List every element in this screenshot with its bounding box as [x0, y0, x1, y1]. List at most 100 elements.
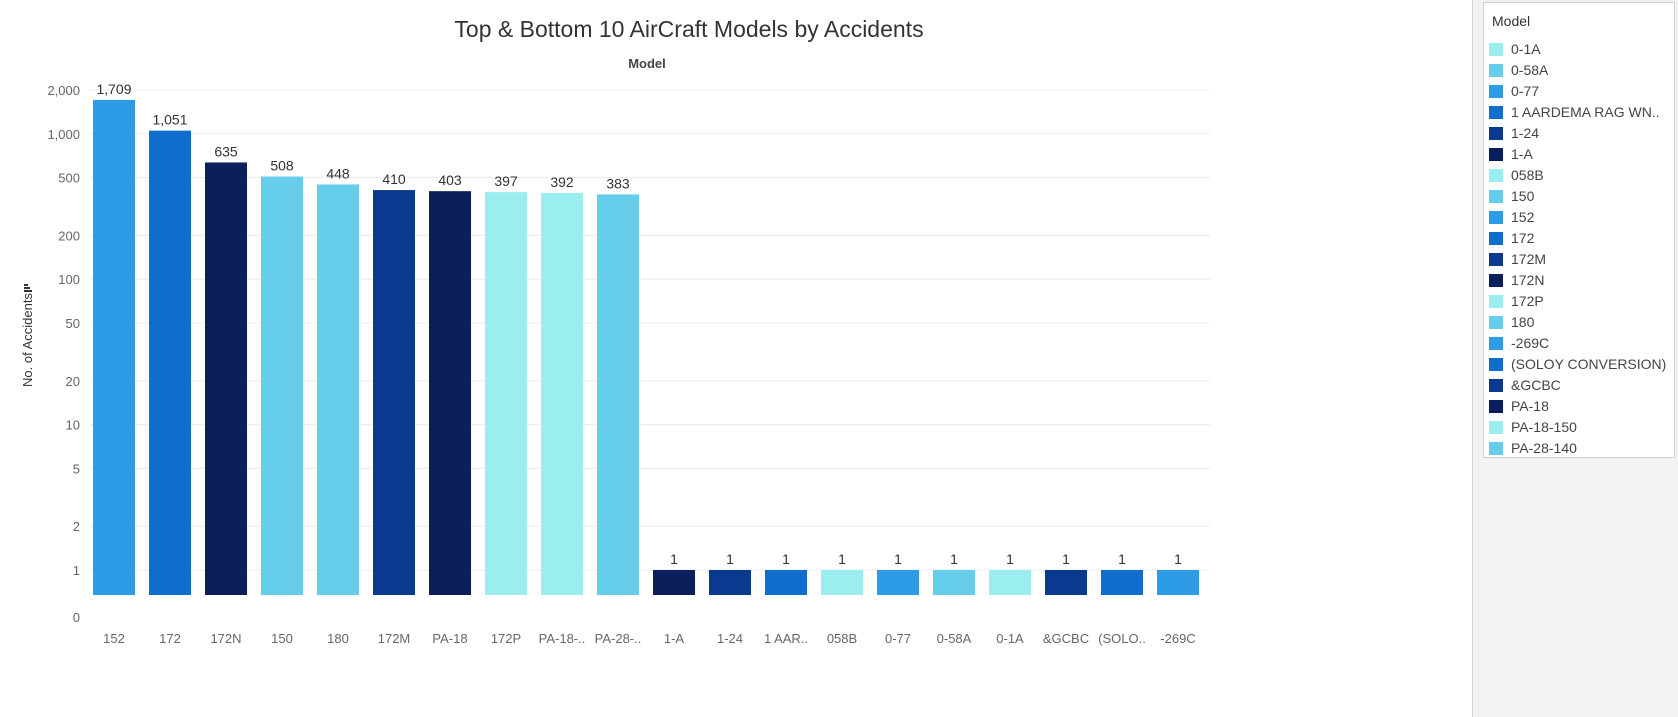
legend-item[interactable]: 152 — [1488, 208, 1672, 229]
x-tick-label: 172 — [159, 631, 181, 646]
legend-label: 0-58A — [1511, 62, 1549, 78]
y-tick-label: 1 — [73, 563, 80, 578]
legend-item[interactable]: 172M — [1488, 250, 1672, 271]
bar — [93, 99, 135, 595]
legend-item[interactable]: 172 — [1488, 229, 1672, 250]
x-tick-label: &GCBC — [1043, 631, 1089, 646]
x-tick-label: 1-24 — [717, 631, 743, 646]
legend-item[interactable]: 0-77 — [1488, 82, 1672, 103]
legend-label: 058B — [1511, 167, 1544, 183]
bar — [1045, 570, 1087, 595]
bar — [485, 192, 527, 595]
x-tick-label: 180 — [327, 631, 349, 646]
sort-icon[interactable] — [24, 284, 32, 292]
legend-items: 0-1A 0-58A 0-77 1 AARDEMA RAG WN.. 1-24 1-A 05… — [1488, 40, 1672, 460]
legend-item[interactable]: 1-24 — [1488, 124, 1672, 145]
bar — [373, 190, 415, 596]
legend-swatch — [1489, 421, 1503, 434]
legend-label: 180 — [1511, 314, 1535, 330]
legend-swatch — [1489, 442, 1503, 455]
x-tick-label: 0-1A — [996, 631, 1024, 646]
legend-item[interactable]: 0-58A — [1488, 61, 1672, 82]
bar — [597, 194, 639, 595]
y-tick-label: 10 — [66, 418, 80, 433]
y-tick-label: 5 — [73, 461, 80, 476]
legend-item[interactable]: 1 AARDEMA RAG WN.. — [1488, 103, 1672, 124]
x-tick-label: 1-A — [664, 631, 685, 646]
y-tick-label: 100 — [58, 272, 80, 287]
legend-item[interactable]: 058B — [1488, 166, 1672, 187]
x-tick-label: 150 — [271, 631, 293, 646]
y-tick-label: 200 — [58, 228, 80, 243]
legend-item[interactable]: PA-18 — [1488, 397, 1672, 418]
data-label: 1 — [1174, 551, 1182, 567]
bar — [653, 570, 695, 595]
data-label: 1 — [1118, 551, 1126, 567]
x-tick-label: 172N — [210, 631, 241, 646]
legend-swatch — [1489, 295, 1503, 308]
legend-item[interactable]: -269C — [1488, 334, 1672, 355]
legend-label: (SOLOY CONVERSION) — [1511, 356, 1667, 372]
x-tick-label: 058B — [827, 631, 857, 646]
legend-label: -269C — [1511, 335, 1550, 351]
legend-item[interactable]: 172N — [1488, 271, 1672, 292]
x-tick-label: -269C — [1160, 631, 1195, 646]
x-tick-label: 172M — [378, 631, 411, 646]
legend-item[interactable]: 180 — [1488, 313, 1672, 334]
x-tick-label: 0-58A — [937, 631, 972, 646]
x-tick-label: 152 — [103, 631, 125, 646]
x-tick-label: PA-18-.. — [539, 631, 586, 646]
data-label: 1 — [726, 551, 734, 567]
legend: Model 0-1A 0-58A 0-77 1 AARDEMA RAG WN.. 1-2… — [1483, 2, 1675, 458]
data-label: 1 — [1006, 551, 1014, 567]
y-tick-label: 50 — [66, 316, 80, 331]
legend-item[interactable]: 0-1A — [1488, 40, 1672, 61]
bar — [1157, 570, 1199, 595]
data-label: 410 — [382, 171, 406, 187]
legend-swatch — [1489, 400, 1503, 413]
x-tick-label: 172P — [491, 631, 521, 646]
data-label: 1 — [894, 551, 902, 567]
legend-label: 172P — [1511, 293, 1544, 309]
legend-swatch — [1489, 148, 1503, 161]
bar — [765, 570, 807, 595]
y-tick-label: 500 — [58, 171, 80, 186]
legend-item[interactable]: 172P — [1488, 292, 1672, 313]
bar — [317, 184, 359, 595]
legend-item[interactable]: 150 — [1488, 187, 1672, 208]
data-label: 1 — [782, 551, 790, 567]
legend-swatch — [1489, 64, 1503, 77]
legend-swatch — [1489, 85, 1503, 98]
legend-panel: Model 0-1A 0-58A 0-77 1 AARDEMA RAG WN.. 1-2… — [1472, 0, 1678, 717]
legend-swatch — [1489, 211, 1503, 224]
bar-chart: Top & Bottom 10 AirCraft Models by Accid… — [20, 16, 1210, 646]
bar — [149, 130, 191, 595]
y-tick-label: 2 — [73, 519, 80, 534]
legend-swatch — [1489, 190, 1503, 203]
bar — [429, 191, 471, 595]
legend-item[interactable]: PA-28-140 — [1488, 439, 1672, 460]
legend-swatch — [1489, 106, 1503, 119]
legend-item[interactable]: 1-A — [1488, 145, 1672, 166]
x-tick-label: 1 AAR.. — [764, 631, 808, 646]
data-label: 448 — [326, 165, 350, 181]
bar — [541, 192, 583, 595]
legend-label: 1-24 — [1511, 125, 1540, 141]
y-axis-title: No. of Accidents — [20, 293, 35, 387]
legend-label: PA-18 — [1511, 398, 1549, 414]
bar — [933, 570, 975, 595]
legend-swatch — [1489, 379, 1503, 392]
legend-label: 0-1A — [1511, 41, 1541, 57]
data-label: 1 — [950, 551, 958, 567]
legend-item[interactable]: (SOLOY CONVERSION) — [1488, 355, 1672, 376]
data-label: 1 — [1062, 551, 1070, 567]
legend-item[interactable]: &GCBC — [1488, 376, 1672, 397]
legend-swatch — [1489, 232, 1503, 245]
legend-title: Model — [1492, 13, 1531, 29]
legend-label: PA-28-140 — [1511, 440, 1577, 456]
y-tick-label: 20 — [66, 374, 80, 389]
legend-swatch — [1489, 337, 1503, 350]
legend-item[interactable]: PA-18-150 — [1488, 418, 1672, 439]
bar — [877, 570, 919, 595]
bar — [205, 162, 247, 595]
